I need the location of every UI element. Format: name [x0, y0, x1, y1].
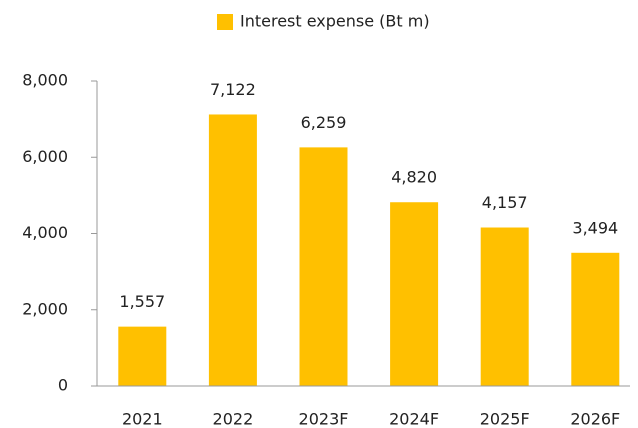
value-label: 4,820 — [391, 168, 437, 187]
bar — [299, 147, 348, 386]
bar — [571, 252, 620, 386]
y-tick-label: 4,000 — [22, 223, 68, 242]
y-tick-label: 6,000 — [22, 147, 68, 166]
legend-swatch — [217, 14, 233, 30]
x-tick-label: 2024F — [389, 410, 439, 428]
bar — [118, 326, 167, 386]
bar — [208, 114, 257, 386]
x-tick-label: 2025F — [480, 410, 530, 428]
value-label: 3,494 — [572, 218, 618, 237]
value-label: 4,157 — [482, 193, 528, 212]
bar — [390, 202, 439, 386]
value-label: 7,122 — [210, 80, 256, 99]
x-tick-label: 2022 — [213, 410, 254, 428]
bar — [480, 227, 529, 386]
legend-label: Interest expense (Bt m) — [240, 12, 430, 31]
y-tick-label: 2,000 — [22, 299, 68, 318]
y-tick-label: 0 — [58, 376, 68, 395]
value-label: 1,557 — [119, 292, 165, 311]
x-tick-label: 2026F — [570, 410, 620, 428]
x-tick-label: 2023F — [299, 410, 349, 428]
value-label: 6,259 — [301, 113, 347, 132]
x-tick-label: 2021 — [122, 410, 163, 428]
y-tick-label: 8,000 — [22, 71, 68, 90]
